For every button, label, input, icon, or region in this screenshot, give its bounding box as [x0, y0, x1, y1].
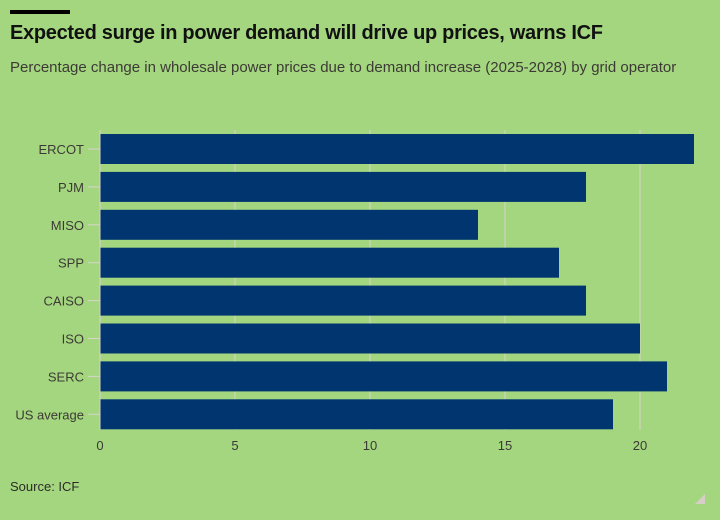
bar-serc [100, 361, 667, 392]
x-tick-label: 5 [231, 438, 238, 453]
title-accent-bar [10, 10, 70, 14]
chart-subtitle: Percentage change in wholesale power pri… [10, 59, 677, 76]
bar-ercot [100, 134, 694, 164]
y-tick-label: CAISO [44, 294, 84, 309]
x-tick-label: 0 [96, 438, 103, 453]
y-tick-label: SPP [58, 256, 84, 271]
y-tick-label: MISO [51, 218, 84, 233]
x-tick-label: 20 [633, 438, 647, 453]
y-tick-label: SERC [48, 369, 84, 384]
bar-spp [100, 247, 559, 278]
corner-mark [695, 494, 705, 504]
source-note: Source: ICF [10, 479, 80, 494]
x-tick-label: 10 [363, 438, 377, 453]
y-tick-label: ERCOT [39, 142, 85, 157]
y-tick-label: ISO [62, 332, 84, 347]
bar-us-average [100, 399, 613, 430]
bar-caiso [100, 285, 586, 316]
bar-pjm [100, 171, 586, 202]
x-tick-label: 15 [498, 438, 512, 453]
bar-miso [100, 209, 478, 240]
y-tick-label: PJM [58, 180, 84, 195]
bar-iso [100, 323, 640, 354]
chart-title: Expected surge in power demand will driv… [10, 22, 603, 44]
y-tick-label: US average [15, 407, 84, 422]
